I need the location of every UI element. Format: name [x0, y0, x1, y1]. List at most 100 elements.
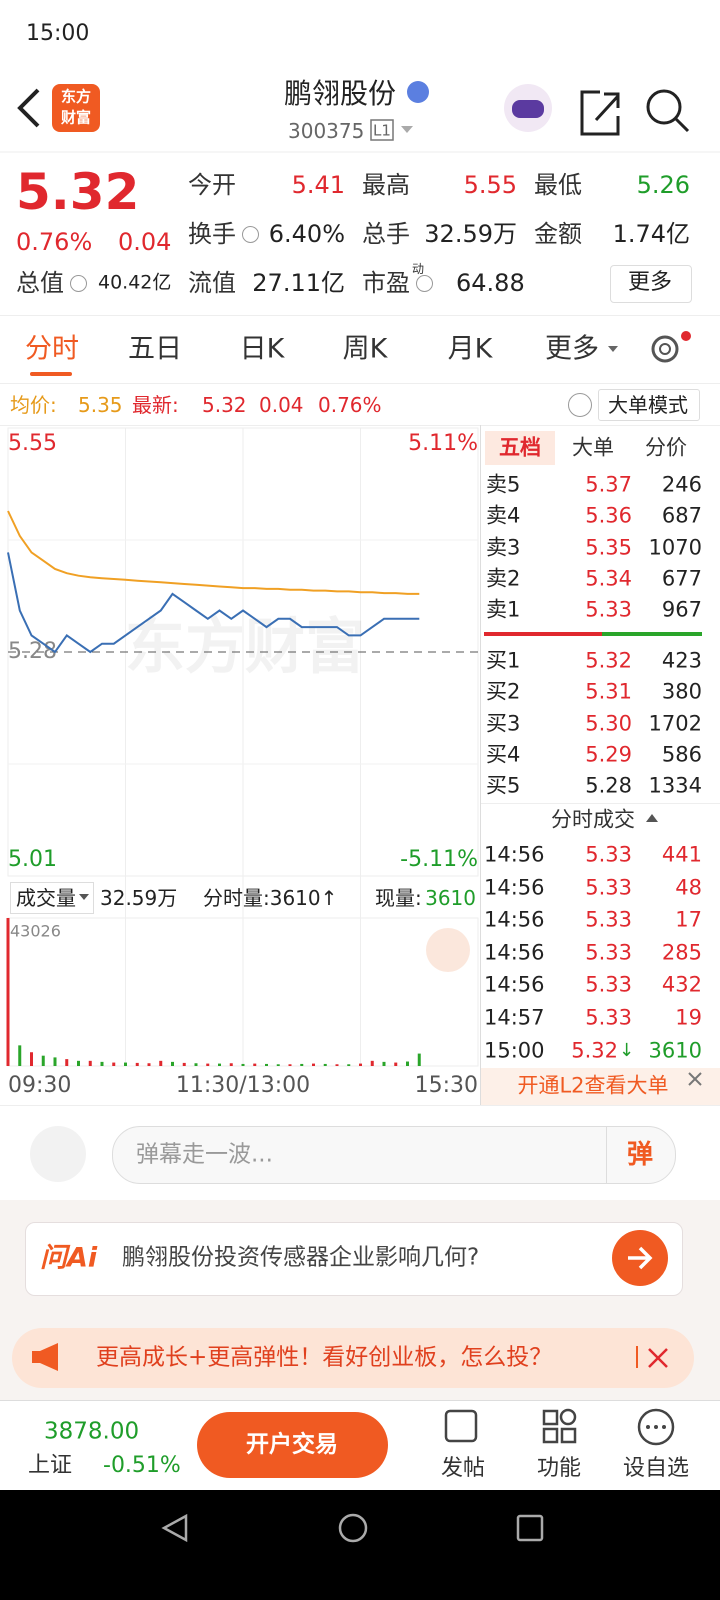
trade-price: 5.33	[585, 1005, 632, 1030]
trade-button-label[interactable]: 开户交易	[246, 1431, 338, 1458]
volume-bar	[6, 918, 10, 1066]
volume-bar	[323, 1063, 327, 1066]
field-label: 金额	[534, 220, 582, 248]
avg-label: 均价:	[10, 393, 57, 417]
logo[interactable]	[52, 84, 100, 132]
book-label: 卖1	[486, 597, 521, 622]
danmaku-icon[interactable]	[30, 1126, 86, 1182]
volume-bar	[406, 1061, 409, 1066]
trade-price: 5.33	[585, 907, 632, 932]
share-icon[interactable]	[580, 90, 620, 136]
watchlist-icon[interactable]	[637, 1408, 675, 1446]
nav-label[interactable]: 发帖	[440, 1456, 486, 1481]
mode-label[interactable]: 大单模式	[608, 393, 688, 417]
back-button[interactable]	[17, 88, 40, 128]
tab[interactable]: 周K	[342, 333, 388, 365]
danmaku-button[interactable]: 弹	[626, 1140, 654, 1170]
volume-bar	[276, 1064, 280, 1066]
trade-direction: ↓	[619, 1039, 635, 1061]
volume-bar	[171, 1061, 174, 1066]
y2-tick-label: 5.11%	[408, 431, 478, 456]
divider	[0, 383, 720, 384]
field-value: 40.42亿	[98, 271, 172, 294]
arrow-icon	[628, 1246, 653, 1270]
book-tab[interactable]: 大单	[572, 435, 614, 460]
tab[interactable]: 月K	[447, 333, 493, 365]
volume-bar	[30, 1052, 33, 1066]
latest-label: 最新:	[132, 393, 179, 417]
nav-label[interactable]: 设自选	[622, 1456, 690, 1481]
expand-button[interactable]	[426, 928, 470, 972]
bid-bar	[602, 632, 702, 636]
ai-box[interactable]	[25, 1222, 683, 1296]
field-value: 6.40%	[268, 220, 345, 248]
post-icon[interactable]	[444, 1409, 478, 1443]
book-volume: 687	[661, 503, 702, 528]
tab[interactable]: 更多	[545, 333, 599, 365]
x-tick-label: 09:30	[8, 1073, 71, 1098]
latest-value: 5.32	[202, 393, 247, 417]
volume-bar	[335, 1064, 339, 1066]
book-price: 5.36	[585, 503, 632, 528]
info-icon[interactable]	[70, 275, 87, 292]
field-label: 今开	[188, 171, 236, 199]
ai-question[interactable]: 鹏翎股份投资传感器企业影响几何?	[122, 1244, 480, 1271]
trade-time: 14:56	[484, 907, 545, 932]
logo-text: 东方	[60, 87, 92, 106]
info-icon[interactable]	[242, 226, 259, 243]
comment-input[interactable]	[112, 1126, 676, 1184]
book-tab[interactable]: 分价	[645, 435, 687, 460]
trade-price: 5.32	[571, 1038, 618, 1063]
book-volume: 967	[661, 597, 702, 622]
close-icon[interactable]	[646, 1346, 670, 1370]
nav-home[interactable]	[338, 1513, 368, 1543]
function-icon[interactable]	[542, 1409, 559, 1426]
l2-link[interactable]: 开通L2查看大单	[517, 1073, 669, 1098]
watermark: 东方财富	[125, 613, 365, 683]
volume-selector[interactable]	[10, 882, 94, 914]
mode-button[interactable]	[598, 389, 700, 421]
book-volume: 1334	[648, 773, 702, 798]
megaphone-icon	[32, 1343, 58, 1371]
search-icon[interactable]	[646, 89, 682, 125]
trade-price: 5.33	[585, 972, 632, 997]
index-value: 3878.00	[44, 1418, 140, 1445]
settings-icon[interactable]	[651, 335, 679, 363]
nav-label[interactable]: 功能	[536, 1456, 582, 1481]
close-icon[interactable]	[684, 1068, 706, 1090]
more-button[interactable]	[610, 265, 692, 303]
book-label: 卖2	[486, 566, 521, 591]
tab[interactable]: 分时	[25, 333, 79, 365]
divider	[481, 803, 720, 804]
volume-bar	[206, 1063, 210, 1066]
promo-banner[interactable]	[12, 1328, 694, 1388]
volume-label[interactable]: 成交量	[16, 886, 76, 910]
more-button-label[interactable]: 更多	[627, 270, 673, 295]
x-tick-label: 15:30	[415, 1073, 478, 1098]
volume-bar	[182, 1062, 186, 1066]
stock-code: 300375	[288, 119, 365, 143]
volume-bar	[65, 1059, 69, 1066]
trade-time: 14:57	[484, 1005, 545, 1030]
volume-bar	[159, 1060, 163, 1066]
info-icon[interactable]	[416, 275, 433, 292]
nav-back[interactable]	[161, 1513, 188, 1543]
tab[interactable]: 五日	[128, 333, 182, 365]
l2-bar[interactable]	[481, 1068, 720, 1105]
field-label: 流值	[188, 269, 236, 297]
nav-recent[interactable]	[516, 1514, 544, 1542]
volume-period: 分时量:3610↑	[203, 886, 338, 910]
help-icon[interactable]	[568, 393, 592, 417]
volume-bar	[359, 1063, 362, 1066]
price-line	[7, 552, 420, 654]
field-label: 总手	[362, 220, 410, 248]
book-tab[interactable]: 五档	[499, 435, 541, 460]
trade-volume: 17	[675, 907, 702, 932]
promo-text[interactable]: 更高成长+更高弹性！看好创业板，怎么投？	[96, 1344, 553, 1371]
tab[interactable]: 日K	[239, 333, 285, 365]
trade-button[interactable]	[197, 1412, 388, 1478]
book-price: 5.37	[585, 472, 632, 497]
volume-bar	[194, 1063, 198, 1066]
comment-placeholder[interactable]: 弹幕走一波...	[136, 1141, 273, 1168]
divider	[606, 1127, 607, 1183]
